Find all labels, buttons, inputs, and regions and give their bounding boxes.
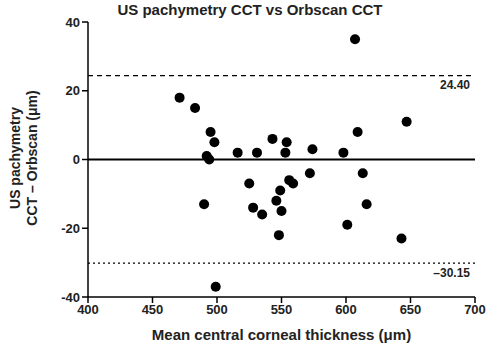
svg-text:–30.15: –30.15 xyxy=(433,266,470,280)
svg-text:500: 500 xyxy=(206,302,228,317)
svg-text:450: 450 xyxy=(142,302,164,317)
svg-text:550: 550 xyxy=(271,302,293,317)
svg-text:400: 400 xyxy=(77,302,99,317)
svg-text:0: 0 xyxy=(73,152,80,167)
svg-text:40: 40 xyxy=(66,15,80,30)
svg-text:20: 20 xyxy=(66,83,80,98)
svg-text:600: 600 xyxy=(335,302,357,317)
svg-text:US pachymetryCCT – Orbscan (μm: US pachymetryCCT – Orbscan (μm) xyxy=(8,90,40,225)
html-text:US pachymetry CCT vs Orbscan C: US pachymetry CCT vs Orbscan CCT xyxy=(117,1,383,18)
svg-text:Mean central corneal thickness: Mean central corneal thickness (μm) xyxy=(152,326,411,343)
svg-text:24.40: 24.40 xyxy=(440,78,470,92)
svg-text:-40: -40 xyxy=(61,290,80,305)
svg-text:700: 700 xyxy=(464,302,486,317)
svg-text:650: 650 xyxy=(400,302,422,317)
svg-text:-20: -20 xyxy=(61,221,80,236)
